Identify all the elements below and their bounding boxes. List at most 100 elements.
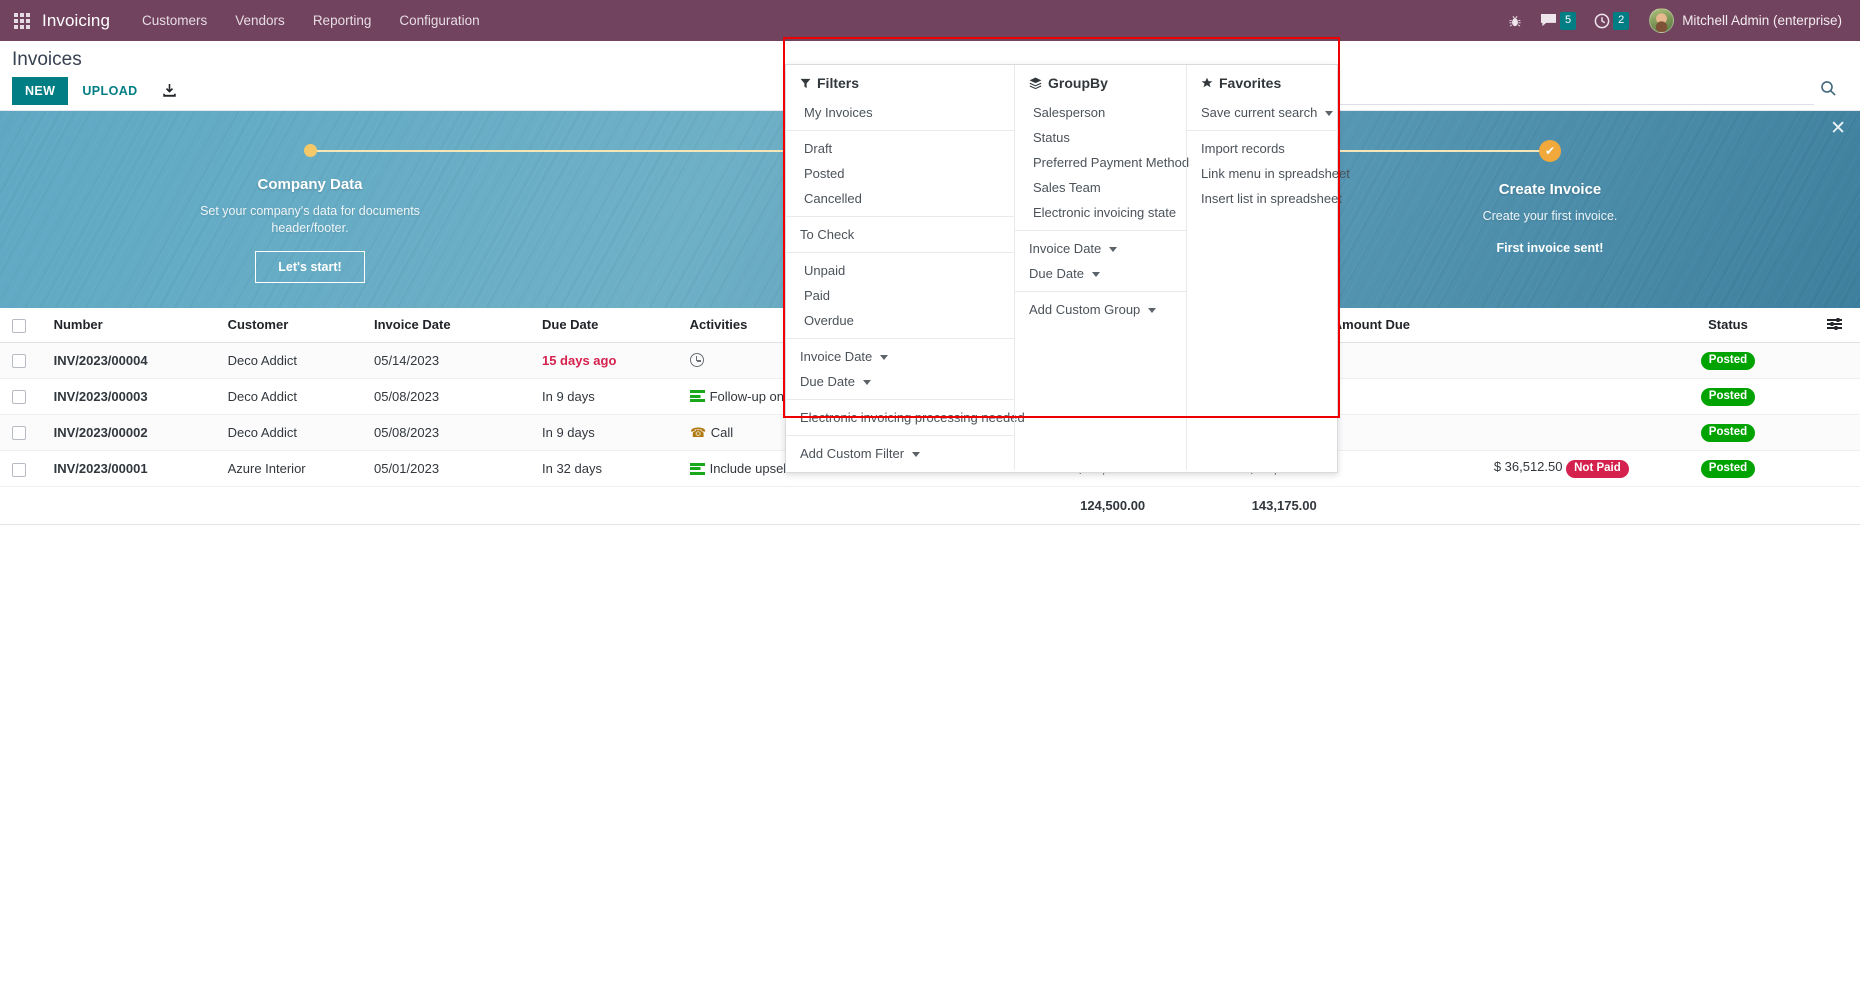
nav-menu-customers[interactable]: Customers xyxy=(142,13,208,28)
import-records[interactable]: Import records xyxy=(1201,141,1285,156)
add-custom-filter-label: Add Custom Filter xyxy=(800,446,905,461)
groupby-status[interactable]: Status xyxy=(1033,130,1070,145)
chevron-down-icon xyxy=(1325,111,1334,116)
footer-spacer-4 xyxy=(365,486,534,526)
nav-menu-configuration[interactable]: Configuration xyxy=(399,13,480,28)
th-customer[interactable]: Customer xyxy=(219,308,366,343)
messages-menu[interactable]: 5 xyxy=(1532,6,1584,36)
divider xyxy=(786,130,1014,131)
th-due-date[interactable]: Due Date xyxy=(533,308,682,343)
footer-spacer-7 xyxy=(1324,486,1637,526)
table-footer: 124,500.00 143,175.00 xyxy=(0,486,1860,526)
activity-wrap xyxy=(689,353,974,368)
divider xyxy=(1015,291,1186,292)
groupby-header: GroupBy xyxy=(1015,73,1186,100)
bug-icon[interactable] xyxy=(1500,8,1530,34)
star-icon xyxy=(1201,77,1213,88)
save-current-search[interactable]: Save current search xyxy=(1187,100,1338,125)
filter-overdue[interactable]: Overdue xyxy=(804,313,854,328)
select-all-cell xyxy=(0,308,46,343)
insert-list-in-spreadsheet[interactable]: Insert list in spreadsheet xyxy=(1201,191,1342,206)
th-status[interactable]: Status xyxy=(1636,308,1820,343)
navbar-systray: 5 2 Mitchell Admin (enterprise) xyxy=(1500,4,1860,37)
divider xyxy=(1187,130,1338,131)
search-icon[interactable] xyxy=(1814,78,1843,97)
dropdown-column-favorites: Favorites Save current search Import rec… xyxy=(1186,65,1350,470)
cell-spacer xyxy=(1819,414,1860,452)
step-dot-pending xyxy=(303,144,317,157)
filter-paid[interactable]: Paid xyxy=(804,288,831,303)
divider xyxy=(786,435,1014,436)
amount-due-value: $ 36,512.50 xyxy=(1493,459,1563,475)
cell-amount-due xyxy=(1324,414,1637,452)
optional-columns-toggle[interactable] xyxy=(1819,308,1860,343)
nav-menu-reporting[interactable]: Reporting xyxy=(312,13,372,28)
groupby-electronic-invoicing-state[interactable]: Electronic invoicing state xyxy=(1033,205,1177,220)
row-checkbox[interactable] xyxy=(12,390,26,405)
filter-cancelled[interactable]: Cancelled xyxy=(804,191,862,206)
brand-invoicing[interactable]: Invoicing xyxy=(42,10,110,30)
filter-due-date[interactable]: Due Date xyxy=(786,369,1014,394)
filter-my-invoices[interactable]: My Invoices xyxy=(804,105,873,120)
add-custom-group[interactable]: Add Custom Group xyxy=(1015,297,1186,322)
activities-menu[interactable]: 2 xyxy=(1586,6,1637,36)
cell-due-date: In 9 days xyxy=(533,414,682,452)
divider xyxy=(786,252,1014,253)
nav-menu-vendors[interactable]: Vendors xyxy=(235,13,285,28)
filter-to-check[interactable]: To Check xyxy=(800,227,855,242)
chat-bubble-icon xyxy=(1540,13,1556,27)
filter-unpaid[interactable]: Unpaid xyxy=(804,263,846,278)
step-action: Let's start! xyxy=(14,250,606,283)
activity-wrap: ☎ Call xyxy=(690,425,974,440)
footer-spacer-8 xyxy=(1636,486,1820,526)
th-invoice-date[interactable]: Invoice Date xyxy=(365,308,534,343)
groupby-salesperson[interactable]: Salesperson xyxy=(1033,105,1106,120)
add-custom-filter[interactable]: Add Custom Filter xyxy=(786,441,1014,466)
row-checkbox[interactable] xyxy=(12,353,26,368)
upload-button[interactable]: UPLOAD xyxy=(70,77,149,105)
cell-customer: Deco Addict xyxy=(219,378,366,416)
status-badge: Posted xyxy=(1700,460,1756,479)
cell-status: Posted xyxy=(1636,414,1820,452)
close-icon[interactable]: ✕ xyxy=(1830,118,1846,139)
user-menu[interactable]: Mitchell Admin (enterprise) xyxy=(1639,4,1848,37)
avatar xyxy=(1649,8,1675,33)
groupby-invoice-date[interactable]: Invoice Date xyxy=(1015,236,1186,261)
top-navbar: Invoicing Customers Vendors Reporting Co… xyxy=(0,0,1860,41)
groupby-due-date[interactable]: Due Date xyxy=(1015,261,1186,286)
groupby-sales-team[interactable]: Sales Team xyxy=(1033,180,1101,195)
th-number[interactable]: Number xyxy=(45,308,220,343)
step-completed-label: First invoice sent! xyxy=(1497,241,1604,255)
apps-grid-icon[interactable] xyxy=(9,11,35,31)
dropdown-column-filters: Filters My Invoices Draft Posted Cancell… xyxy=(786,65,1025,470)
activities-count: 2 xyxy=(1613,11,1630,30)
status-badge: Posted xyxy=(1700,387,1756,406)
footer-tax-excluded-total: 124,500.00 xyxy=(981,486,1154,526)
divider xyxy=(1015,230,1186,231)
divider xyxy=(786,216,1014,217)
select-all-checkbox[interactable] xyxy=(12,318,26,333)
empty-area xyxy=(0,525,1860,981)
status-badge: Posted xyxy=(1700,351,1756,370)
cell-due-date: 15 days ago xyxy=(533,342,682,379)
filter-posted[interactable]: Posted xyxy=(804,166,845,181)
cell-number: INV/2023/00003 xyxy=(45,378,220,416)
groupby-preferred-payment-method[interactable]: Preferred Payment Method xyxy=(1033,155,1190,170)
th-amount-due[interactable]: Amount Due xyxy=(1324,308,1637,343)
lets-start-button[interactable]: Let's start! xyxy=(255,250,365,283)
list-icon xyxy=(689,462,705,475)
new-button[interactable]: NEW xyxy=(12,76,69,105)
save-current-search-label: Save current search xyxy=(1201,105,1318,120)
cell-status: Posted xyxy=(1636,342,1820,379)
filter-draft[interactable]: Draft xyxy=(804,141,833,156)
download-icon[interactable] xyxy=(152,77,187,104)
row-checkbox[interactable] xyxy=(12,462,26,477)
filter-einvoicing-processing-needed[interactable]: Electronic invoicing processing needed xyxy=(800,410,1025,425)
row-checkbox[interactable] xyxy=(12,426,26,441)
link-menu-in-spreadsheet[interactable]: Link menu in spreadsheet xyxy=(1201,166,1350,181)
footer-total-total: 143,175.00 xyxy=(1153,486,1325,526)
filter-invoice-date[interactable]: Invoice Date xyxy=(786,344,1014,369)
payment-status-badge: Not Paid xyxy=(1566,460,1629,479)
activity-label: Call xyxy=(710,425,734,441)
cell-spacer xyxy=(1819,450,1860,488)
